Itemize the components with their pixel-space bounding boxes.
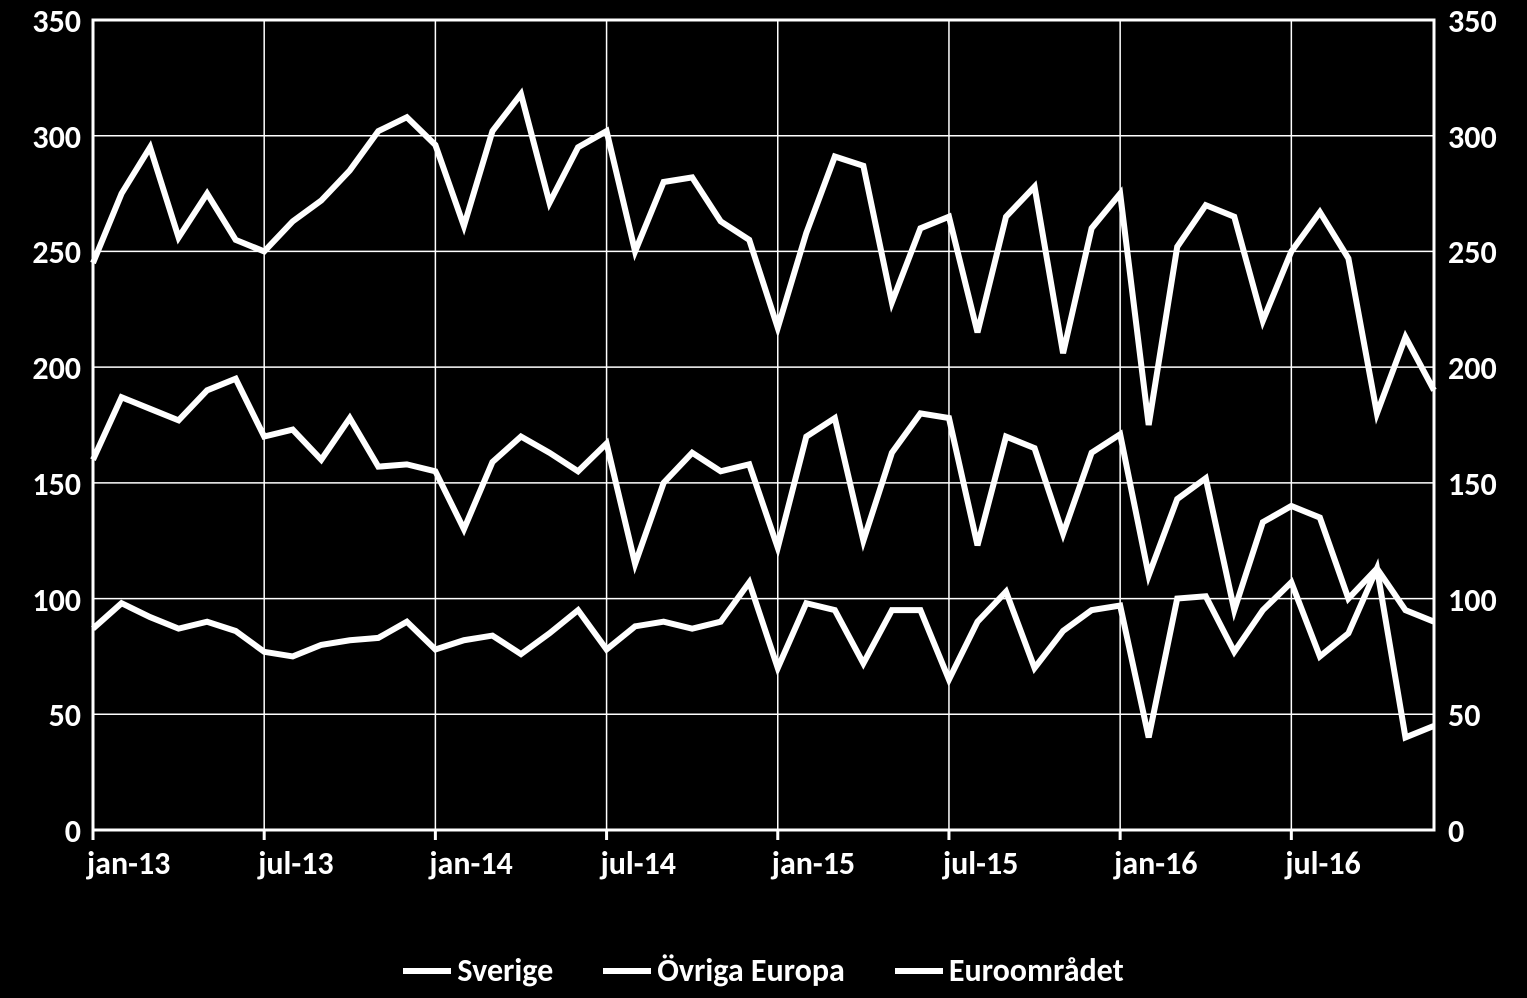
x-tick: jul-13 (258, 844, 333, 883)
legend-label: Sverige (457, 951, 553, 990)
y-left-tick: 300 (32, 118, 81, 157)
x-tick: jul-14 (601, 844, 676, 883)
legend-swatch (403, 968, 451, 974)
y-left-tick: 50 (49, 696, 81, 735)
y-left-tick: 150 (32, 465, 81, 504)
legend-label: Euroområdet (949, 951, 1124, 990)
y-right-tick: 150 (1448, 465, 1497, 504)
x-tick: jan-14 (429, 844, 512, 883)
legend-item-sverige: Sverige (403, 951, 553, 990)
y-right-tick: 100 (1448, 581, 1497, 620)
legend-swatch (895, 968, 943, 974)
x-tick: jan-16 (1114, 844, 1197, 883)
x-tick: jul-15 (943, 844, 1018, 883)
legend-swatch (603, 968, 651, 974)
y-right-tick: 350 (1448, 2, 1497, 41)
legend-label: Övriga Europa (657, 951, 845, 990)
y-right-tick: 200 (1448, 349, 1497, 388)
legend-item-övriga-europa: Övriga Europa (603, 951, 845, 990)
y-left-tick: 100 (32, 581, 81, 620)
y-right-tick: 0 (1448, 812, 1464, 851)
y-right-tick: 250 (1448, 233, 1497, 272)
series-euroområdet (93, 94, 1434, 425)
y-left-tick: 250 (32, 233, 81, 272)
series-övriga-europa (93, 379, 1434, 622)
legend-item-euroområdet: Euroområdet (895, 951, 1124, 990)
y-left-tick: 0 (65, 812, 81, 851)
y-right-tick: 300 (1448, 118, 1497, 157)
y-right-tick: 50 (1448, 696, 1480, 735)
legend: Sverige Övriga Europa Euroområdet (0, 951, 1527, 990)
y-left-tick: 200 (32, 349, 81, 388)
x-tick: jan-13 (87, 844, 170, 883)
y-left-tick: 350 (32, 2, 81, 41)
line-chart: 0 50 100 150 200 250 300 350 0 50 100 150 200 250 300 3… (0, 0, 1527, 998)
x-tick: jul-16 (1285, 844, 1360, 883)
x-tick: jan-15 (772, 844, 855, 883)
